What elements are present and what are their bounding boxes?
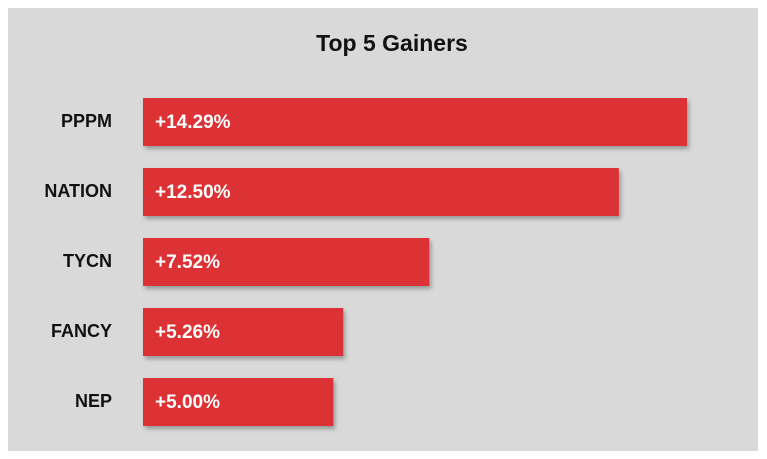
- category-label: NEP: [75, 391, 112, 411]
- chart-title: Top 5 Gainers: [316, 30, 468, 56]
- category-label: PPPM: [61, 111, 112, 131]
- value-label: +14.29%: [155, 112, 231, 133]
- category-label: NATION: [44, 181, 112, 201]
- value-label: +5.26%: [155, 322, 220, 343]
- value-label: +12.50%: [155, 182, 231, 203]
- category-label: FANCY: [51, 321, 112, 341]
- value-label: +7.52%: [155, 252, 220, 273]
- category-label: TYCN: [63, 251, 112, 271]
- bar: [143, 98, 687, 146]
- bar: [143, 378, 334, 426]
- value-label: +5.00%: [155, 392, 220, 413]
- bar: [143, 238, 430, 286]
- chart-background: [8, 8, 758, 451]
- bar: [143, 168, 619, 216]
- bar: [143, 308, 344, 356]
